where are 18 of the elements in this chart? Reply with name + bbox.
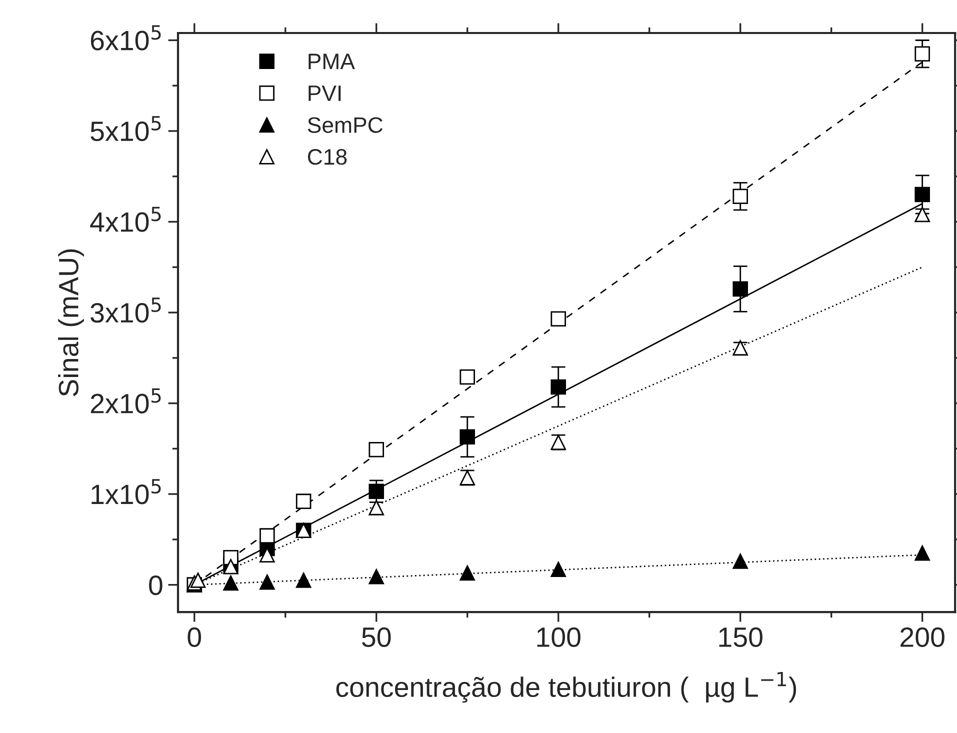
y-tick-label: 3x10$^{5}$ — [90, 298, 161, 323]
legend-label: C18 — [308, 149, 347, 165]
x-tick-label: 200 — [900, 627, 944, 648]
x-tick-label: 0 — [188, 627, 202, 648]
x-tick-label: 50 — [362, 627, 391, 648]
y-tick-label: 6x10$^{5}$ — [90, 25, 161, 50]
y-tick-label: 2x10$^{5}$ — [90, 388, 161, 414]
y-tick-label: 5x10$^{5}$ — [90, 116, 161, 142]
y-tick-label: 4x10$^{5}$ — [90, 206, 161, 232]
legend-label: PVI — [308, 86, 341, 101]
y-tick-label: 0 — [149, 575, 162, 596]
x-tick-label: 100 — [537, 627, 580, 648]
y-axis-title: Sinal (mAU) — [58, 249, 84, 396]
x-tick-label: 150 — [719, 627, 762, 648]
x-axis-title: concentração de tebutiuron ( µg L$^{−1}$) — [336, 672, 796, 703]
legend-label: SemPC — [308, 117, 383, 133]
y-tick-label: 1x10$^{5}$ — [92, 479, 161, 504]
legend-label: PMA — [308, 54, 355, 70]
